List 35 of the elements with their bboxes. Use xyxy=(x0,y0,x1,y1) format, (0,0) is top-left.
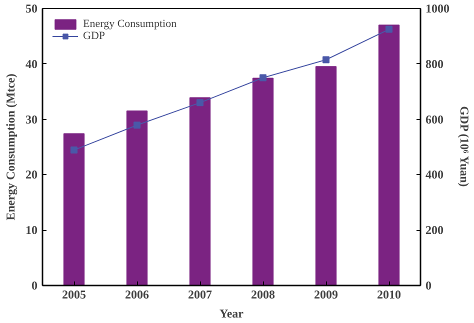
point xyxy=(196,99,204,106)
x-axis-title: Year xyxy=(220,306,244,320)
bar xyxy=(252,78,274,286)
x-tick-label: 2006 xyxy=(125,288,149,302)
y2-tick-label: 1000 xyxy=(426,2,450,16)
y-tick-label: 50 xyxy=(26,2,38,16)
y2-tick-label: 400 xyxy=(426,168,444,182)
bar xyxy=(315,66,337,286)
point xyxy=(322,56,330,64)
y2-tick-label: 0 xyxy=(426,278,432,292)
x-tick-label: 2010 xyxy=(377,288,401,302)
y-tick-label: 20 xyxy=(26,168,38,182)
y2-tick-label: 800 xyxy=(426,56,444,71)
x-tick-label: 2007 xyxy=(188,288,212,302)
y2-tick-label: 600 xyxy=(426,112,444,126)
bar xyxy=(189,97,211,286)
legend-label: GDP xyxy=(83,30,106,42)
y2-tick-label: 200 xyxy=(426,223,444,238)
y2-axis-title: GDP (10⁶ Yuan) xyxy=(458,106,472,187)
y-tick-label: 0 xyxy=(32,278,38,292)
x-tick-label: 2009 xyxy=(314,288,338,302)
bar xyxy=(378,24,400,286)
bar xyxy=(63,133,85,286)
point xyxy=(134,122,140,129)
y-tick-label: 40 xyxy=(26,56,38,71)
x-tick-label: 2005 xyxy=(62,288,86,302)
legend-label: Energy Consumption xyxy=(83,18,177,30)
bar xyxy=(126,110,148,286)
y-tick-label: 30 xyxy=(26,112,38,126)
y-tick-label: 10 xyxy=(26,223,38,238)
point xyxy=(386,26,392,33)
x-tick-label: 2008 xyxy=(251,288,275,302)
point xyxy=(70,146,78,154)
point xyxy=(260,74,266,82)
y-axis-title: Energy Consumption (Mtce) xyxy=(4,74,18,220)
